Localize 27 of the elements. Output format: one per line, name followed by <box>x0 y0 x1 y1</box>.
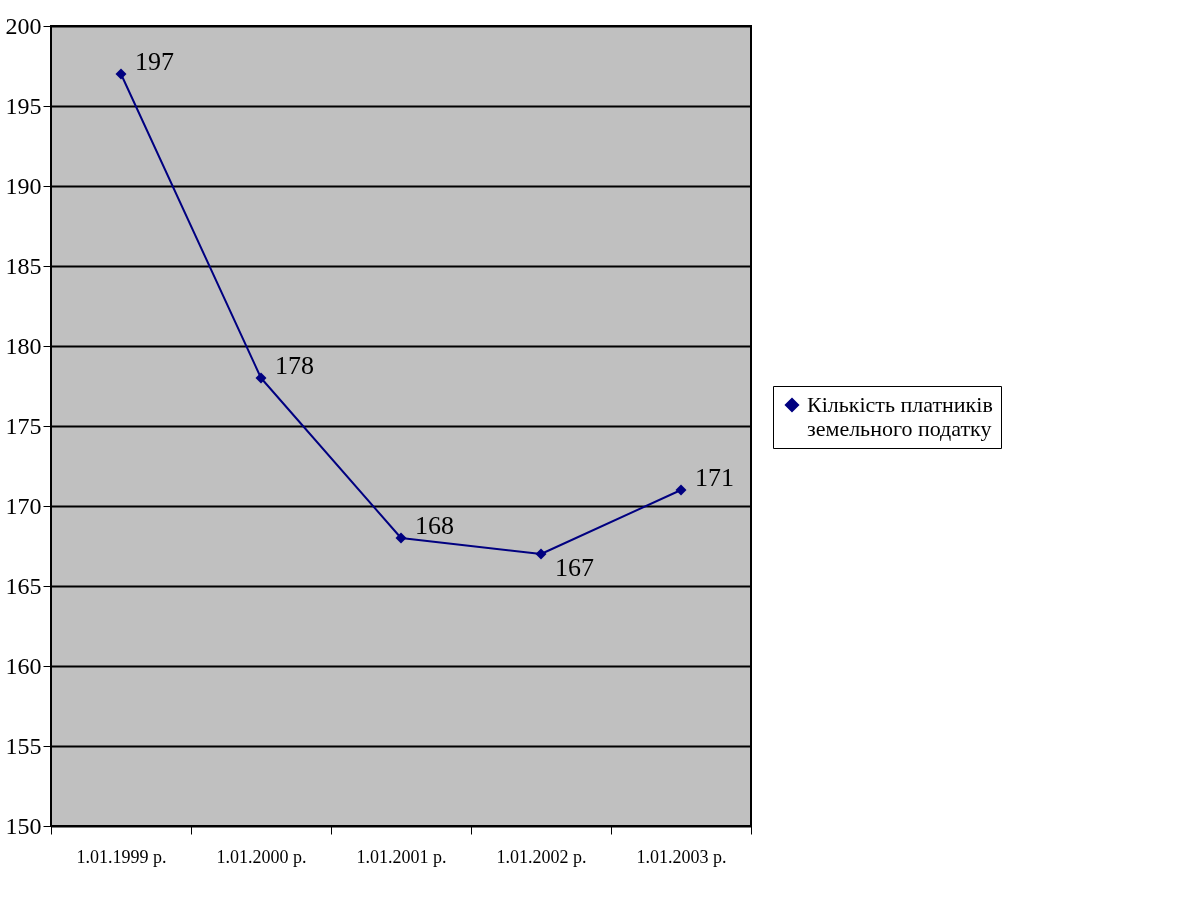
y-tick-label: 150 <box>5 812 42 839</box>
data-label: 171 <box>695 463 734 492</box>
x-tick-label: 1.01.2003 р. <box>636 846 727 867</box>
y-tick-label: 175 <box>5 412 42 439</box>
x-tick-label: 1.01.1999 р. <box>76 846 167 867</box>
y-tick-label: 180 <box>5 332 42 359</box>
y-tick-label: 160 <box>5 652 42 679</box>
y-tick-label: 195 <box>5 92 42 119</box>
data-label: 178 <box>275 351 314 380</box>
y-tick-label: 185 <box>5 252 42 279</box>
point <box>535 548 547 560</box>
x-tick-label: 1.01.2002 р. <box>496 846 587 867</box>
data-label: 168 <box>415 511 454 540</box>
y-tick-label: 155 <box>5 732 42 759</box>
legend-label: Кількість платників земельного податку <box>807 392 993 441</box>
point <box>395 532 407 544</box>
data-label: 167 <box>555 553 594 582</box>
y-tick-label: 200 <box>5 12 42 39</box>
y-tick-label: 165 <box>5 572 42 599</box>
x-tick-label: 1.01.2000 р. <box>216 846 307 867</box>
y-tick-label: 170 <box>5 492 42 519</box>
data-label: 197 <box>135 47 174 76</box>
x-tick-label: 1.01.2001 р. <box>356 846 447 867</box>
point <box>675 484 687 496</box>
point <box>115 68 127 80</box>
point <box>255 372 267 384</box>
y-tick-label: 190 <box>5 172 42 199</box>
